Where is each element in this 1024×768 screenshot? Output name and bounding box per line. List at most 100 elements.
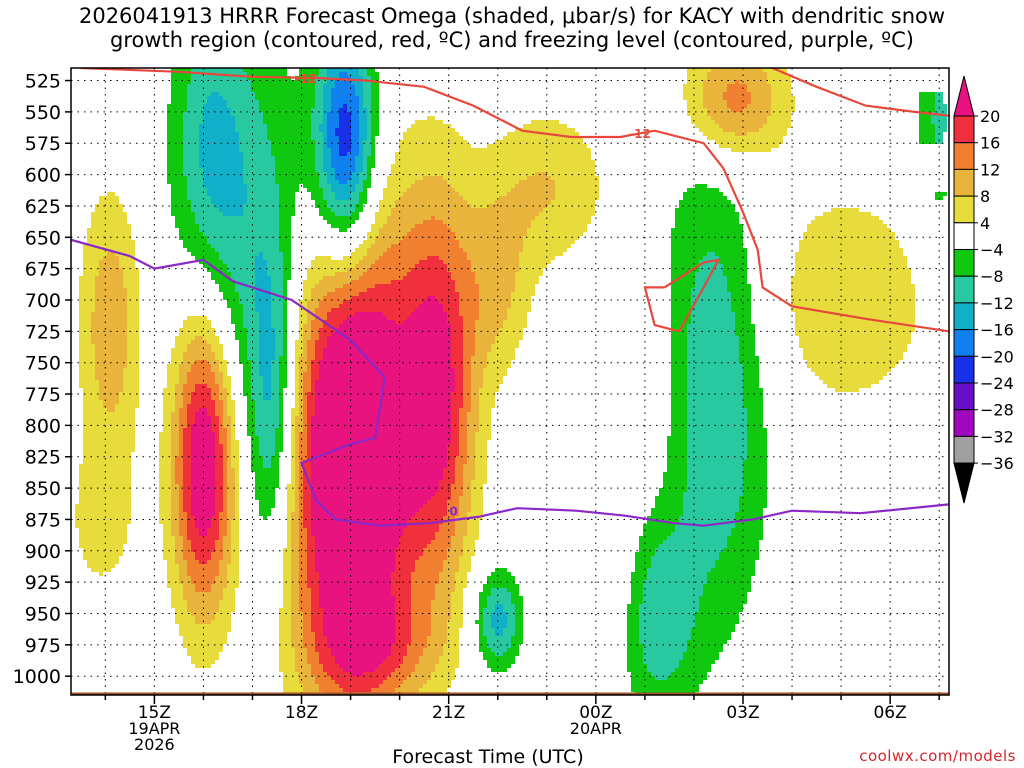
- omega-band: [171, 468, 175, 472]
- omega-band: [171, 472, 175, 476]
- omega-band: [303, 428, 307, 432]
- omega-band: [431, 632, 447, 636]
- omega-band: [687, 112, 707, 116]
- omega-band: [159, 496, 171, 500]
- omega-band: [719, 144, 779, 148]
- omega-band: [171, 76, 191, 80]
- omega-band: [203, 176, 243, 180]
- omega-band: [195, 360, 207, 364]
- omega-band: [255, 260, 267, 264]
- omega-band: [255, 480, 279, 484]
- omega-band: [171, 192, 187, 196]
- omega-band: [291, 412, 299, 416]
- omega-band: [407, 676, 431, 680]
- omega-band: [243, 156, 275, 160]
- omega-band: [335, 680, 383, 684]
- omega-band: [175, 392, 183, 396]
- omega-band: [411, 596, 435, 600]
- omega-band: [299, 412, 303, 416]
- omega-band: [475, 340, 495, 344]
- omega-band: [271, 316, 283, 320]
- omega-band: [359, 176, 367, 180]
- y-tick-label: 750: [25, 353, 61, 375]
- omega-band: [167, 112, 183, 116]
- omega-band: [255, 304, 271, 308]
- omega-band: [187, 248, 215, 252]
- omega-band: [299, 512, 303, 516]
- omega-band: [303, 508, 311, 512]
- omega-band: [467, 420, 479, 424]
- omega-band: [799, 240, 899, 244]
- omega-band: [639, 604, 699, 608]
- omega-band: [223, 424, 231, 428]
- omega-band: [295, 648, 307, 652]
- omega-band: [751, 100, 771, 104]
- omega-band: [159, 440, 171, 444]
- omega-band: [247, 396, 251, 400]
- omega-band: [215, 468, 223, 472]
- omega-band: [259, 104, 315, 108]
- omega-band: [303, 488, 311, 492]
- contour-label: -12: [296, 72, 318, 86]
- omega-band: [307, 584, 319, 588]
- omega-band: [343, 668, 375, 672]
- omega-band: [683, 504, 739, 508]
- omega-band: [459, 436, 467, 440]
- omega-band: [219, 416, 223, 420]
- omega-band: [303, 336, 311, 340]
- omega-band: [191, 208, 219, 212]
- omega-band: [307, 552, 315, 556]
- omega-band: [95, 296, 127, 300]
- omega-band: [287, 536, 291, 540]
- omega-band: [91, 320, 127, 324]
- omega-band: [191, 440, 215, 444]
- omega-band: [727, 536, 763, 540]
- omega-band: [187, 348, 211, 352]
- omega-band: [431, 616, 451, 620]
- omega-band: [75, 520, 131, 524]
- omega-band: [283, 292, 287, 296]
- omega-band: [175, 400, 183, 404]
- omega-band: [183, 556, 195, 560]
- omega-band: [307, 356, 315, 360]
- omega-band: [375, 260, 419, 264]
- omega-band: [259, 352, 275, 356]
- omega-band: [407, 232, 455, 236]
- omega-band: [311, 428, 451, 432]
- omega-band: [283, 280, 287, 284]
- omega-band: [747, 104, 771, 108]
- omega-band: [311, 416, 451, 420]
- omega-band: [315, 104, 323, 108]
- omega-band: [363, 100, 371, 104]
- omega-band: [187, 412, 195, 416]
- omega-band: [515, 128, 575, 132]
- omega-band: [243, 152, 271, 156]
- omega-band: [279, 644, 291, 648]
- omega-band: [211, 556, 223, 560]
- omega-band: [243, 304, 255, 308]
- credit-link[interactable]: coolwx.com/models: [859, 747, 1016, 765]
- omega-band: [299, 460, 303, 464]
- omega-band: [327, 204, 355, 208]
- omega-band: [303, 688, 319, 692]
- omega-band: [767, 80, 791, 84]
- omega-band: [491, 348, 515, 352]
- omega-band: [103, 404, 115, 408]
- omega-band: [171, 212, 195, 216]
- omega-band: [395, 688, 419, 692]
- omega-band: [283, 592, 291, 596]
- omega-band: [667, 464, 687, 468]
- omega-band: [507, 308, 531, 312]
- omega-band: [479, 624, 483, 628]
- omega-band: [367, 136, 371, 140]
- omega-band: [459, 556, 471, 560]
- omega-band: [435, 664, 459, 668]
- freezing-level-contour: [71, 238, 949, 527]
- omega-band: [183, 460, 191, 464]
- omega-band: [459, 432, 467, 436]
- x-tick-date: 19APR: [128, 719, 180, 738]
- omega-band: [295, 356, 299, 360]
- omega-band: [359, 152, 363, 156]
- omega-band: [311, 324, 323, 328]
- omega-band: [211, 196, 247, 200]
